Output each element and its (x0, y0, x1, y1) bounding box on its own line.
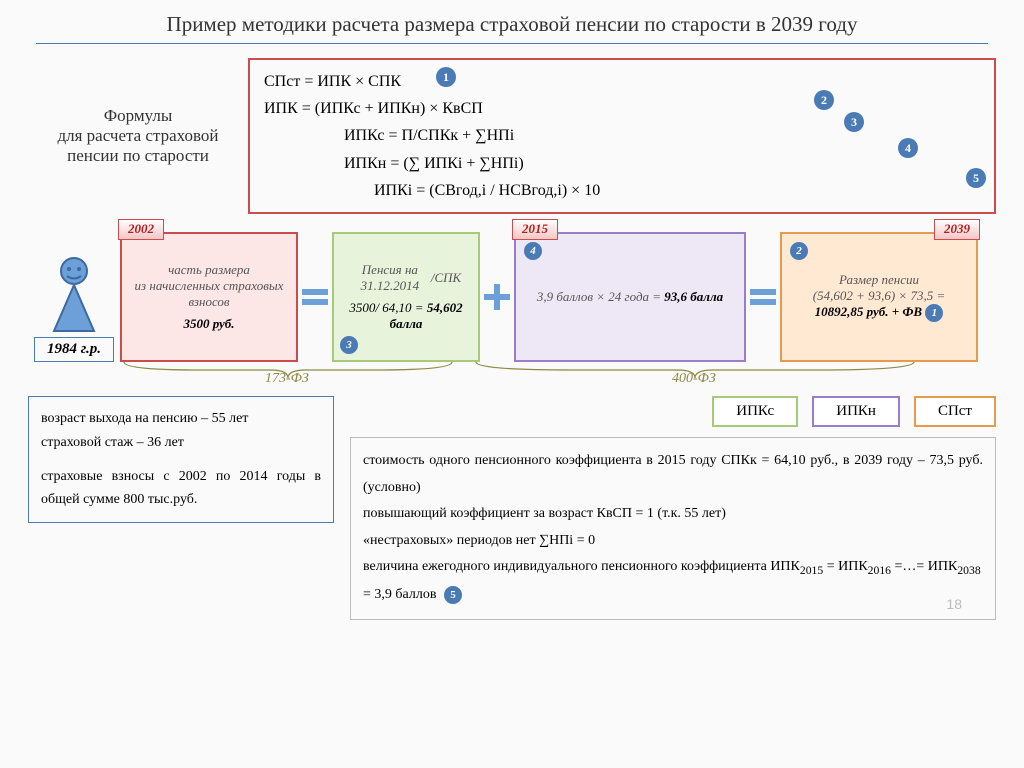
text: 3,9 баллов × 24 года = (537, 289, 664, 304)
formula-line: ИПК = (ИПКс + ИПКн) × КвСП (264, 95, 980, 122)
formula-badge-3: 3 (844, 112, 864, 132)
formula-badge-4: 4 (898, 138, 918, 158)
text: Размер пенсии (790, 272, 968, 288)
block-pink: 2002 часть размера из начисленных страхо… (120, 232, 298, 362)
brace-left-label: 173-ФЗ (265, 371, 309, 387)
text: повышающий коэффициент за возраст КвСП =… (363, 501, 983, 528)
year-tab-2039: 2039 (934, 219, 980, 240)
text: величина ежегодного индивидуального пенс… (363, 554, 983, 609)
text: страховой стаж – 36 лет (41, 431, 321, 455)
block-orange: 2039 2 Размер пенсии (54,602 + 93,6) × 7… (780, 232, 978, 362)
legend: ИПКс ИПКн СПст (350, 396, 996, 427)
formula-line: ИПКi = (СВгод,i / НСВгод,i) × 10 (264, 177, 980, 204)
formula-badge-5: 5 (966, 168, 986, 188)
text: /СПК (431, 270, 461, 286)
year-tab-2015: 2015 (512, 219, 558, 240)
badge-5: 5 (444, 586, 462, 604)
text: «нестраховых» периодов нет ∑НПi = 0 (363, 528, 983, 555)
formula-line: СПст = ИПК × СПК (264, 68, 980, 95)
legend-ipkn: ИПКн (812, 396, 900, 427)
text: 10892,85 руб. + ФВ (815, 304, 922, 319)
formula-badge-1: 1 (436, 67, 456, 87)
person-year: 1984 г.р. (34, 337, 114, 362)
title-divider (36, 43, 988, 44)
legend-ipks: ИПКс (712, 396, 798, 427)
text: возраст выхода на пенсию – 55 лет (41, 407, 321, 431)
brace-row: 173-ФЗ 400-ФЗ (120, 362, 996, 388)
text: (54,602 + 93,6) × 73,5 = (790, 288, 968, 304)
page-title: Пример методики расчета размера страхово… (28, 12, 996, 37)
plus-icon (480, 232, 514, 362)
timeline: 1984 г.р. 2002 часть размера из начислен… (28, 232, 996, 362)
formula-badge-2: 2 (814, 90, 834, 110)
text: страховые взносы с 2002 по 2014 годы в о… (41, 465, 321, 513)
text: 3500/ 64,10 = (349, 300, 426, 315)
badge-2: 2 (790, 242, 808, 260)
badge-1: 1 (925, 304, 943, 322)
badge-3: 3 (340, 336, 358, 354)
legend-spst: СПст (914, 396, 996, 427)
equals-icon (298, 232, 332, 362)
formula-line: ИПКс = П/СПКк + ∑НПi (264, 122, 980, 149)
badge-4: 4 (524, 242, 542, 260)
text: 93,6 балла (664, 289, 723, 304)
text: из начисленных страховых взносов (130, 278, 288, 310)
formulas-box: СПст = ИПК × СПК ИПК = (ИПКс + ИПКн) × К… (248, 58, 996, 214)
info-right: стоимость одного пенсионного коэффициент… (350, 437, 996, 620)
text: 3500 руб. (183, 316, 234, 331)
text: стоимость одного пенсионного коэффициент… (363, 448, 983, 501)
person-icon (48, 255, 100, 333)
info-left: возраст выхода на пенсию – 55 лет страхо… (28, 396, 334, 523)
text: Пенсия на 31.12.2014 (351, 262, 429, 294)
formula-line: ИПКн = (∑ ИПКi + ∑НПi) (264, 150, 980, 177)
brace-right-label: 400-ФЗ (672, 371, 716, 387)
text: часть размера (130, 262, 288, 278)
equals-icon (746, 232, 780, 362)
block-purple: 2015 4 3,9 баллов × 24 года = 93,6 балла (514, 232, 746, 362)
page-number: 18 (946, 596, 962, 612)
formulas-label: Формулы для расчета страховой пенсии по … (28, 58, 248, 214)
block-green: Пенсия на 31.12.2014 /СПК 3500/ 64,10 = … (332, 232, 480, 362)
year-tab-2002: 2002 (118, 219, 164, 240)
